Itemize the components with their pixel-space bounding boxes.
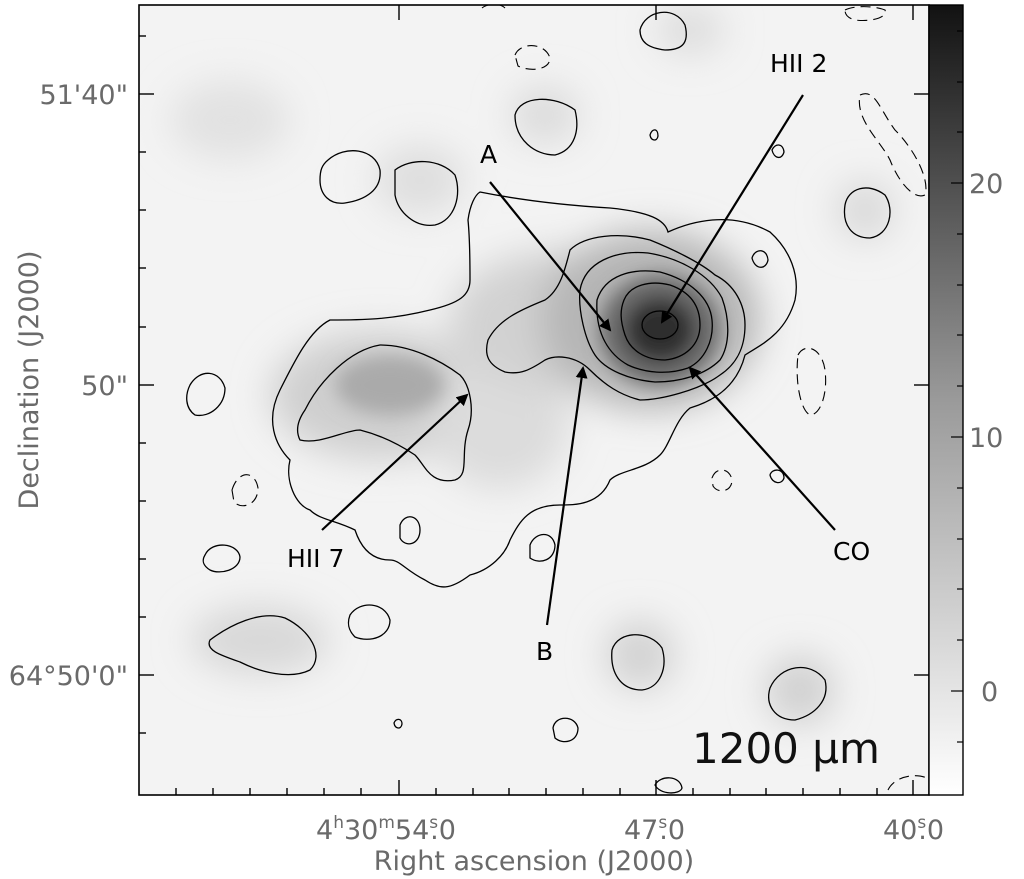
contour-blob-bot4: [654, 777, 683, 794]
contour-blob-left: [186, 372, 226, 417]
source-label-hii2: HII 2: [770, 49, 827, 78]
neg-contour-5: [711, 469, 733, 492]
x-axis-title: Right ascension (J2000): [374, 846, 694, 877]
contour-blob-bot2: [768, 666, 827, 721]
contour-blob-bot: [611, 634, 665, 691]
y-tick-label-2: 50": [81, 371, 128, 402]
contour-blob-tiny2: [649, 129, 659, 141]
arrow-a: [489, 181, 612, 332]
colorbar: [928, 4, 964, 796]
neg-contour-8: [481, 5, 506, 9]
contour-level3: [579, 251, 729, 383]
arrow-b: [545, 366, 588, 626]
source-label-a: A: [480, 140, 497, 169]
contour-blob-small: [399, 516, 421, 545]
contour-blob-nw: [319, 150, 381, 204]
x-tick-label-1: 4h30m54s.0: [316, 813, 456, 846]
colorbar-tick-10: 10: [969, 423, 1003, 454]
y-tick-label-1: 51'40": [39, 80, 128, 111]
contours: [186, 11, 891, 794]
neg-contour-6: [844, 6, 886, 22]
contour-blob-s: [208, 615, 317, 676]
neg-contour-4: [231, 474, 259, 507]
y-tick-label-3: 64°50'0": [9, 661, 128, 692]
source-label-b: B: [536, 637, 553, 666]
negative-contours: [231, 5, 929, 791]
source-arrows: [321, 94, 836, 626]
contour-blob-b: [529, 533, 556, 562]
contour-blob-bot3: [552, 717, 579, 743]
colorbar-tick-0: 0: [981, 677, 998, 708]
contour-blob-co: [769, 469, 785, 484]
x-tick-label-2: 47s.0: [624, 813, 685, 846]
contour-blob-ne3: [771, 144, 785, 159]
contour-blob-ne: [843, 187, 891, 239]
arrow-hii2: [660, 94, 804, 324]
contour-center: [485, 235, 746, 401]
contour-blob-top: [514, 98, 578, 156]
x-tick-label-3: 40s.0: [883, 813, 944, 846]
contour-hii7: [296, 344, 472, 482]
y-axis-title: Declination (J2000): [14, 251, 45, 510]
svg-text:4h30m54s.0: 4h30m54s.0: [316, 813, 456, 846]
contour-blob-ne2: [751, 250, 769, 268]
contour-blob-top2: [639, 11, 687, 51]
x-ticks-marks: [175, 5, 914, 795]
contour-blob-s2: [347, 604, 391, 640]
svg-text:40s.0: 40s.0: [883, 813, 944, 846]
arrow-co: [688, 366, 836, 531]
emission-map: [139, 5, 929, 795]
neg-contour-3: [796, 347, 827, 416]
contour-blob-n: [394, 160, 459, 226]
contour-blob-sw: [202, 544, 241, 573]
contour-level5: [620, 282, 701, 361]
svg-text:47s.0: 47s.0: [624, 813, 685, 846]
neg-contour-7: [887, 775, 929, 791]
colorbar-tick-20: 20: [969, 169, 1003, 200]
arrow-hii7: [321, 393, 469, 531]
contour-blob-tiny: [393, 718, 403, 729]
wavelength-label: 1200 μm: [692, 724, 880, 773]
y-ticks-marks: [139, 35, 929, 734]
colorbar-tick-marks: [951, 30, 963, 743]
contour-level4: [596, 270, 713, 373]
source-label-co: CO: [833, 537, 870, 566]
contour-outer: [272, 191, 797, 588]
source-label-hii7: HII 7: [287, 544, 344, 573]
contour-peak: [641, 310, 679, 340]
